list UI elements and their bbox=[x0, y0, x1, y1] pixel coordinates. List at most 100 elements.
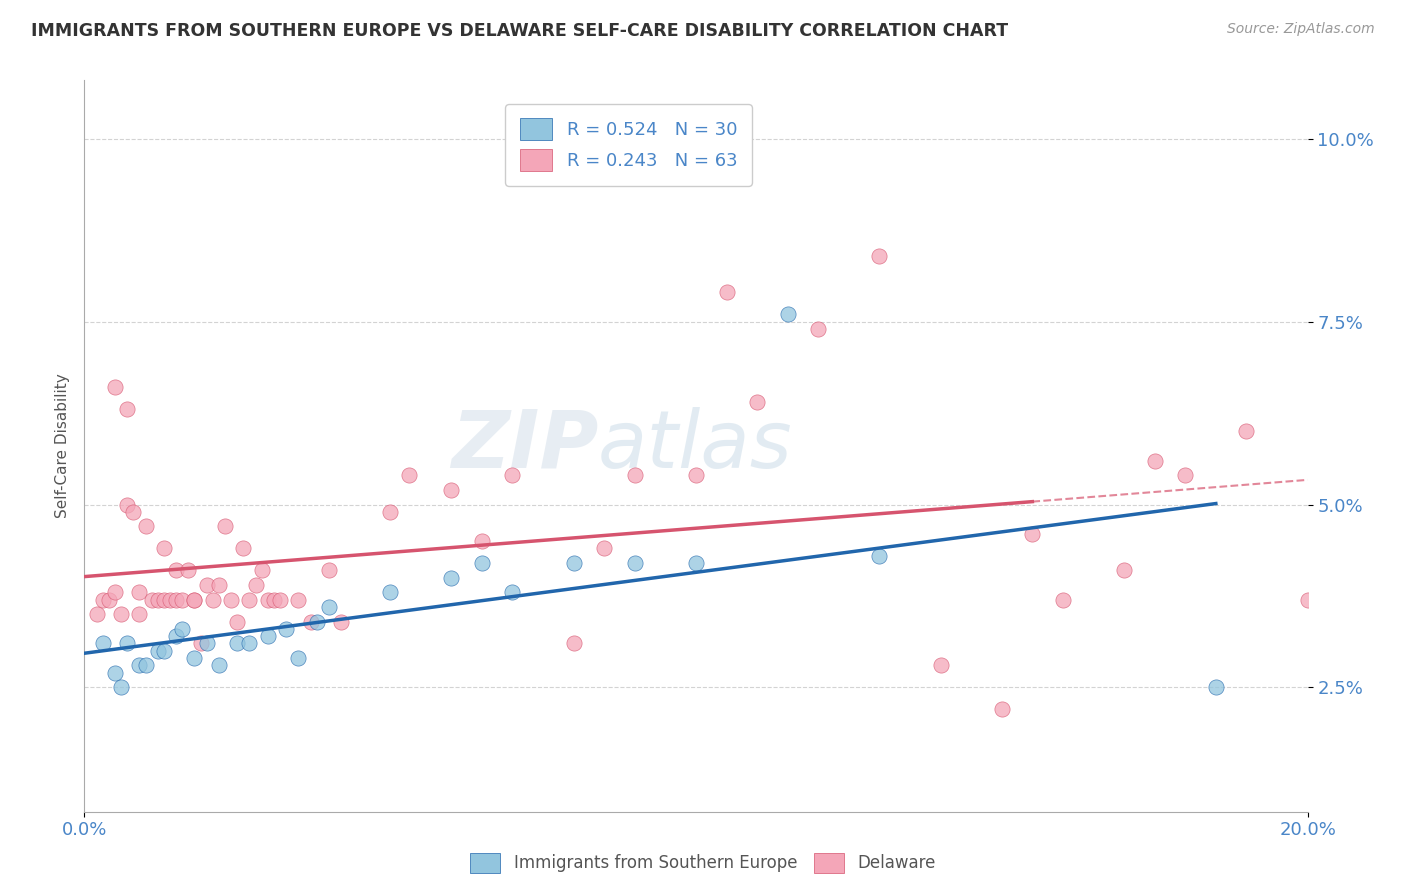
Point bbox=[1174, 468, 1197, 483]
Point bbox=[153, 541, 176, 556]
Point bbox=[991, 702, 1014, 716]
Point bbox=[287, 651, 309, 665]
Point bbox=[195, 636, 218, 650]
Point bbox=[238, 636, 260, 650]
Point bbox=[104, 585, 127, 599]
Point bbox=[183, 651, 205, 665]
Point bbox=[287, 592, 309, 607]
Point bbox=[624, 556, 647, 570]
Point bbox=[685, 556, 707, 570]
Point bbox=[214, 519, 236, 533]
Point bbox=[97, 592, 120, 607]
Point bbox=[269, 592, 291, 607]
Legend: R = 0.524   N = 30, R = 0.243   N = 63: R = 0.524 N = 30, R = 0.243 N = 63 bbox=[506, 104, 752, 186]
Point bbox=[177, 563, 200, 577]
Point bbox=[165, 563, 187, 577]
Point bbox=[91, 592, 114, 607]
Point bbox=[135, 519, 157, 533]
Text: IMMIGRANTS FROM SOUTHERN EUROPE VS DELAWARE SELF-CARE DISABILITY CORRELATION CHA: IMMIGRANTS FROM SOUTHERN EUROPE VS DELAW… bbox=[31, 22, 1008, 40]
Point bbox=[115, 498, 138, 512]
Y-axis label: Self-Care Disability: Self-Care Disability bbox=[55, 374, 70, 518]
Point bbox=[122, 505, 145, 519]
Point bbox=[146, 592, 169, 607]
Point bbox=[245, 578, 267, 592]
Point bbox=[159, 592, 181, 607]
Point bbox=[776, 307, 799, 321]
Text: ZIP: ZIP bbox=[451, 407, 598, 485]
Point bbox=[1205, 681, 1227, 695]
Point bbox=[208, 578, 231, 592]
Point bbox=[263, 592, 285, 607]
Point bbox=[747, 395, 769, 409]
Point bbox=[276, 622, 298, 636]
Point bbox=[190, 636, 212, 650]
Point bbox=[330, 615, 353, 629]
Point bbox=[440, 571, 463, 585]
Point bbox=[929, 658, 952, 673]
Point bbox=[128, 607, 150, 622]
Point bbox=[502, 585, 524, 599]
Point bbox=[110, 681, 132, 695]
Point bbox=[226, 615, 249, 629]
Point bbox=[869, 249, 891, 263]
Point bbox=[380, 505, 402, 519]
Point bbox=[1296, 592, 1319, 607]
Point bbox=[1052, 592, 1074, 607]
Point bbox=[807, 322, 830, 336]
Point bbox=[250, 563, 273, 577]
Text: Source: ZipAtlas.com: Source: ZipAtlas.com bbox=[1227, 22, 1375, 37]
Point bbox=[257, 629, 280, 643]
Point bbox=[305, 615, 328, 629]
Text: atlas: atlas bbox=[598, 407, 793, 485]
Point bbox=[869, 549, 891, 563]
Point bbox=[257, 592, 280, 607]
Point bbox=[219, 592, 242, 607]
Legend: Immigrants from Southern Europe, Delaware: Immigrants from Southern Europe, Delawar… bbox=[464, 847, 942, 880]
Point bbox=[238, 592, 260, 607]
Point bbox=[562, 556, 585, 570]
Point bbox=[685, 468, 707, 483]
Point bbox=[318, 599, 340, 614]
Point bbox=[91, 636, 114, 650]
Point bbox=[1114, 563, 1136, 577]
Point bbox=[104, 665, 127, 680]
Point bbox=[1021, 526, 1043, 541]
Point bbox=[195, 578, 218, 592]
Point bbox=[398, 468, 420, 483]
Point bbox=[153, 644, 176, 658]
Point bbox=[318, 563, 340, 577]
Point bbox=[115, 402, 138, 417]
Point bbox=[153, 592, 176, 607]
Point bbox=[208, 658, 231, 673]
Point bbox=[624, 468, 647, 483]
Point bbox=[1236, 425, 1258, 439]
Point bbox=[226, 636, 249, 650]
Point bbox=[172, 622, 194, 636]
Point bbox=[502, 468, 524, 483]
Point bbox=[104, 380, 127, 394]
Point bbox=[115, 636, 138, 650]
Point bbox=[146, 644, 169, 658]
Point bbox=[440, 483, 463, 497]
Point bbox=[141, 592, 163, 607]
Point bbox=[201, 592, 224, 607]
Point bbox=[716, 285, 738, 300]
Point bbox=[183, 592, 205, 607]
Point bbox=[562, 636, 585, 650]
Point bbox=[86, 607, 108, 622]
Point bbox=[1143, 453, 1166, 467]
Point bbox=[172, 592, 194, 607]
Point bbox=[165, 629, 187, 643]
Point bbox=[471, 556, 494, 570]
Point bbox=[128, 658, 150, 673]
Point bbox=[110, 607, 132, 622]
Point bbox=[380, 585, 402, 599]
Point bbox=[165, 592, 187, 607]
Point bbox=[471, 534, 494, 549]
Point bbox=[232, 541, 254, 556]
Point bbox=[299, 615, 322, 629]
Point bbox=[135, 658, 157, 673]
Point bbox=[128, 585, 150, 599]
Point bbox=[593, 541, 616, 556]
Point bbox=[183, 592, 205, 607]
